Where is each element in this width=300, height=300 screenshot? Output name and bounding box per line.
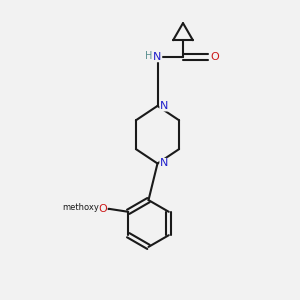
Text: H: H: [146, 51, 153, 62]
Text: O: O: [211, 52, 220, 62]
Text: N: N: [153, 52, 162, 62]
Text: N: N: [160, 158, 168, 169]
Text: N: N: [160, 101, 168, 111]
Text: methoxy: methoxy: [62, 203, 99, 212]
Text: O: O: [98, 204, 107, 214]
